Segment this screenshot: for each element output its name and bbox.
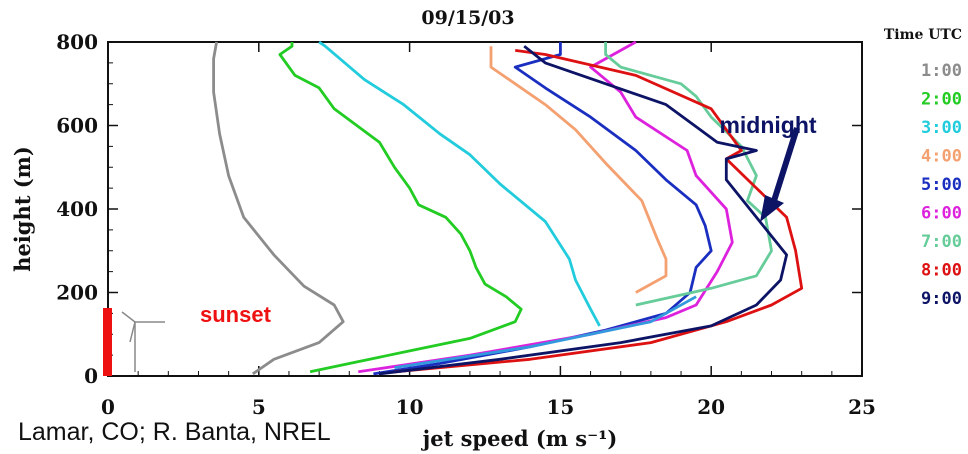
series-line-400 [489,46,668,294]
y-tick-label: 200 [56,281,98,305]
axis-ticks [107,41,863,377]
axis-tick-labels: 0 5 10 15 20 25 0 200 400 600 800 [56,30,876,419]
legend-entry: 7:00 [921,232,962,252]
x-tick-label: 10 [396,395,424,419]
y-axis-label: height (m) [10,146,35,272]
y-tick-label: 0 [84,364,98,388]
legend-entry: 1:00 [921,61,962,81]
midnight-label: midnight [719,112,816,138]
legend-entry: 3:00 [921,118,962,138]
series-line-300 [318,40,601,327]
x-axis-label: jet speed (m s⁻¹) [421,426,618,451]
series-line-100 [212,41,345,376]
sunset-annotation: sunset [103,302,272,376]
series-line-600 [358,40,734,374]
x-tick-label: 20 [697,395,725,419]
legend-entry: 5:00 [921,175,962,195]
series-line-unlabeled [394,295,697,369]
sunset-bar [103,308,112,376]
midnight-arrow-head [760,195,784,222]
y-tick-label: 600 [56,114,98,138]
legend-title: Time UTC [884,27,962,43]
y-tick-label: 400 [56,197,98,221]
x-tick-label: 15 [546,395,574,419]
series-lines [212,40,804,376]
wind-turbine-icon [121,311,165,372]
chart-title: 09/15/03 [421,7,514,29]
legend-entry: 6:00 [921,204,962,224]
series-line-200 [278,42,523,374]
y-tick-label: 800 [56,30,98,54]
x-tick-label: 25 [848,395,876,419]
legend-entry: 4:00 [921,147,962,167]
x-tick-label: 5 [252,395,266,419]
sunset-label: sunset [200,302,272,327]
caption: Lamar, CO; R. Banta, NREL [18,418,331,446]
midnight-arrow-shaft [770,127,800,205]
x-tick-label: 0 [101,395,115,419]
legend-entry: 9:00 [921,289,962,309]
legend-entry: 8:00 [921,261,962,281]
series-line-800 [394,49,804,374]
legend-entry: 2:00 [921,90,962,110]
legend: 1:00 2:00 3:00 4:00 5:00 6:00 7:00 8:00 9:00 [921,61,962,309]
midnight-annotation: midnight [719,112,817,222]
series-line-900 [379,45,788,376]
series-line-700 [604,42,773,307]
